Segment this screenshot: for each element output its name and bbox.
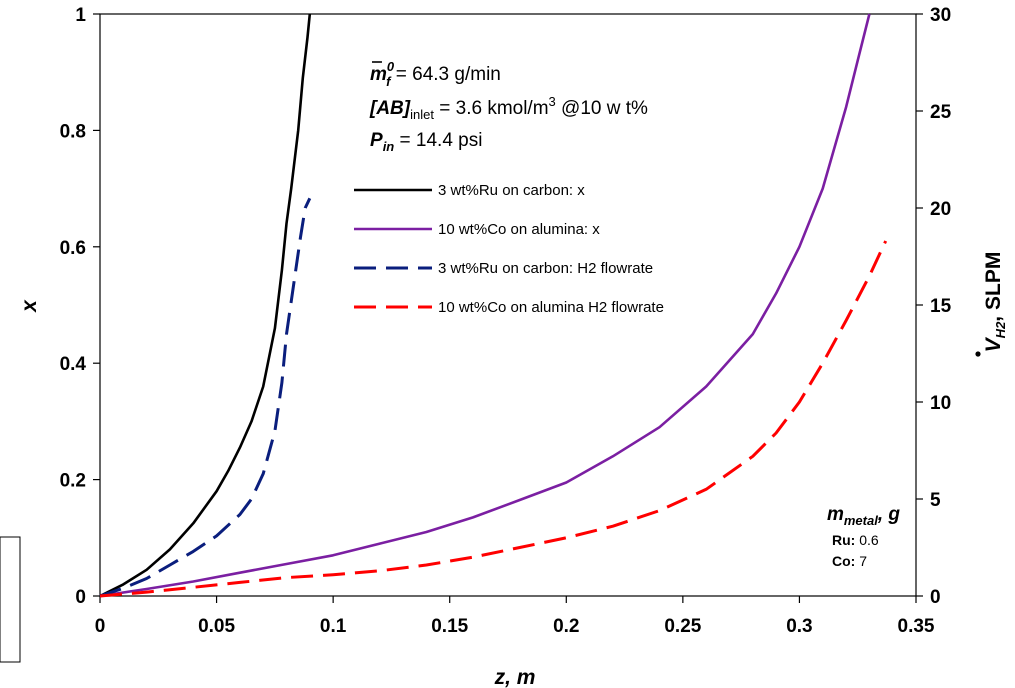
series-line-4 — [99, 240, 888, 598]
flow-dot-icon — [975, 351, 981, 357]
ab-concentration-label: [AB]inlet = 3.6 kmol/m3 @10 w t% — [369, 94, 648, 122]
y2-axis-title: VH2, SLPM — [975, 252, 1008, 357]
legend: 3 wt%Ru on carbon: x 10 wt%Co on alumina:… — [354, 182, 664, 316]
series-line-3 — [99, 197, 312, 598]
y2-tick-label: 5 — [930, 490, 941, 511]
metal-mass-title: mmetal, g — [827, 504, 900, 528]
y2-tick-label: 20 — [930, 199, 951, 220]
y-tick-label: 0.6 — [60, 238, 86, 259]
x-tick-label: 0.15 — [431, 616, 468, 637]
conditions-annotation: m0 f = 64.3 g/min [AB]inlet = 3.6 kmol/m3… — [369, 59, 648, 154]
y2-tick-label: 10 — [930, 393, 951, 414]
legend-label-1: 3 wt%Ru on carbon: x — [438, 182, 585, 199]
metal-mass-ru: Ru: 0.6 — [832, 532, 879, 548]
legend-label-2: 10 wt%Co on alumina: x — [438, 221, 600, 238]
y2-tick-label: 15 — [930, 296, 952, 317]
x-tick-label: 0.1 — [320, 616, 347, 637]
x-tick-label: 0.35 — [898, 616, 935, 637]
y-tick-label: 0.8 — [60, 121, 86, 142]
partial-frame — [0, 536, 21, 663]
metal-mass-annotation: mmetal, g Ru: 0.6 Co: 7 — [827, 504, 900, 569]
series-layer — [99, 13, 888, 598]
legend-label-4: 10 wt%Co on alumina H2 flowrate — [438, 299, 664, 316]
y2-axis-ticks: 0 5 10 15 20 25 30 — [916, 5, 952, 608]
plot-area — [99, 13, 917, 597]
mass-flow-label: m0 f = 64.3 g/min — [370, 59, 501, 89]
x-tick-label: 0.05 — [198, 616, 235, 637]
x-tick-label: 0 — [95, 616, 106, 637]
x-tick-label: 0.25 — [664, 616, 701, 637]
x-axis-title: z, m — [494, 666, 536, 688]
y2-tick-label: 0 — [930, 587, 941, 608]
y-tick-label: 0.4 — [60, 354, 87, 375]
y-tick-label: 0.2 — [60, 471, 86, 492]
x-tick-label: 0.2 — [553, 616, 579, 637]
series-line-2 — [99, 13, 871, 598]
series-line-1 — [99, 13, 312, 598]
x-tick-label: 0.3 — [786, 616, 812, 637]
y2-tick-label: 30 — [930, 5, 951, 26]
y2-tick-label: 25 — [930, 102, 952, 123]
inlet-pressure-label: Pin = 14.4 psi — [370, 130, 482, 154]
y-axis-title: x — [18, 299, 41, 313]
y-tick-label: 1 — [75, 5, 86, 26]
svg-text:VH2, SLPM: VH2, SLPM — [982, 252, 1008, 353]
y-tick-label: 0 — [75, 587, 86, 608]
x-axis-ticks: 0 0.05 0.1 0.15 0.2 0.25 0.3 0.35 — [95, 596, 935, 637]
y-axis-ticks: 0 0.2 0.4 0.6 0.8 1 — [60, 5, 100, 608]
legend-label-3: 3 wt%Ru on carbon: H2 flowrate — [438, 260, 653, 277]
metal-mass-co: Co: 7 — [832, 553, 867, 569]
